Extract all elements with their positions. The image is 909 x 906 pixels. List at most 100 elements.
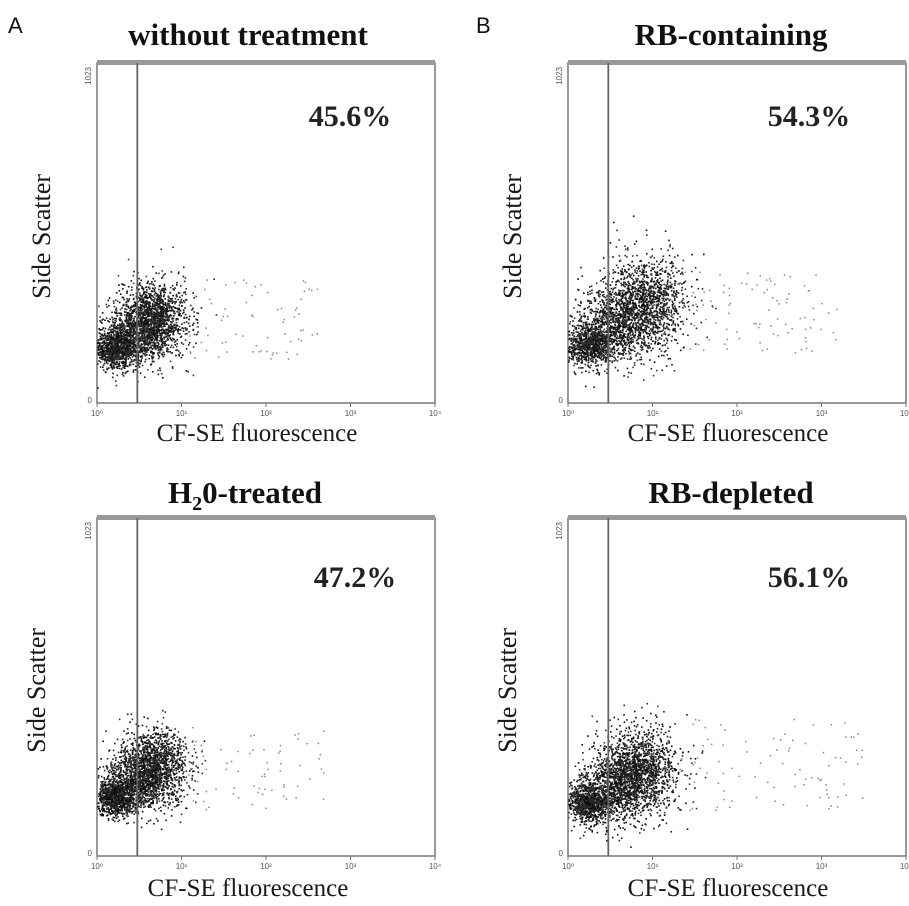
data-point: [661, 344, 664, 347]
data-point: [110, 360, 113, 362]
data-point: [639, 260, 641, 262]
data-point: [140, 316, 143, 319]
data-point: [126, 312, 129, 314]
data-point: [617, 313, 619, 315]
data-point: [145, 320, 147, 323]
data-point: [151, 315, 153, 318]
data-point: [623, 341, 626, 344]
data-point: [635, 277, 637, 280]
data-point: [283, 318, 285, 321]
data-point: [660, 284, 663, 286]
data-point: [147, 343, 150, 345]
data-point: [715, 307, 717, 310]
data-point: [602, 257, 605, 259]
data-point: [122, 327, 125, 330]
data-point: [132, 324, 135, 326]
data-point: [592, 345, 595, 347]
data-point: [151, 312, 154, 315]
data-point: [581, 333, 583, 336]
data-point: [603, 356, 605, 359]
data-point: [653, 263, 656, 266]
data-point: [165, 323, 168, 326]
data-point: [154, 306, 156, 309]
data-point: [580, 325, 582, 327]
data-point: [148, 337, 151, 340]
data-point: [129, 307, 132, 310]
data-point: [598, 355, 600, 357]
data-point: [153, 317, 155, 320]
data-point: [575, 340, 577, 343]
data-point: [170, 321, 172, 323]
data-point: [161, 337, 163, 340]
data-point: [146, 297, 149, 300]
data-point: [600, 352, 602, 355]
data-point: [135, 365, 137, 368]
data-point: [586, 338, 589, 341]
data-point: [123, 330, 126, 333]
data-point: [163, 290, 165, 292]
data-point: [671, 364, 673, 366]
data-point: [189, 351, 191, 353]
data-point: [582, 342, 584, 344]
data-point: [149, 293, 152, 295]
data-point: [651, 285, 654, 288]
data-point: [107, 356, 110, 358]
data-point: [577, 348, 579, 351]
data-point: [640, 264, 643, 267]
data-point: [579, 311, 581, 313]
data-point: [579, 333, 582, 335]
data-point: [684, 288, 687, 290]
data-point: [578, 348, 580, 351]
data-point: [126, 346, 129, 348]
data-point: [581, 327, 584, 330]
data-point: [118, 312, 120, 314]
data-point: [100, 358, 102, 360]
data-point: [679, 349, 682, 352]
data-point: [580, 347, 583, 350]
data-point: [694, 296, 696, 299]
data-point: [113, 359, 116, 362]
data-point: [162, 287, 164, 290]
data-point: [115, 380, 117, 382]
data-point: [634, 313, 637, 315]
data-point: [666, 354, 669, 356]
data-point: [300, 298, 302, 301]
data-point: [133, 301, 136, 303]
data-point: [632, 291, 635, 294]
data-point: [133, 309, 135, 311]
data-point: [130, 329, 133, 331]
data-point: [583, 358, 586, 361]
data-point: [593, 321, 596, 323]
data-point: [572, 338, 574, 341]
data-point: [98, 356, 101, 359]
data-point: [137, 321, 140, 324]
data-point: [610, 350, 613, 353]
data-point: [597, 336, 600, 339]
data-point: [158, 349, 161, 351]
data-point: [664, 333, 667, 336]
data-point: [629, 299, 632, 301]
data-point: [587, 347, 590, 350]
data-point: [127, 329, 129, 331]
data-point: [124, 365, 127, 367]
data-point: [576, 335, 579, 337]
data-point: [118, 334, 121, 337]
data-point: [122, 340, 125, 343]
data-point: [171, 339, 173, 342]
data-point: [137, 342, 140, 345]
data-point: [155, 330, 158, 333]
data-point: [130, 331, 132, 333]
data-point: [596, 346, 598, 349]
data-point: [133, 304, 135, 307]
data-point: [155, 326, 158, 328]
data-point: [576, 360, 579, 363]
data-point: [591, 353, 593, 356]
data-point: [148, 306, 150, 308]
data-point: [696, 278, 699, 281]
data-point: [124, 340, 126, 343]
data-point: [126, 298, 128, 300]
data-point: [167, 351, 169, 353]
data-point: [127, 343, 130, 346]
data-point: [130, 324, 133, 327]
data-point: [665, 287, 668, 290]
